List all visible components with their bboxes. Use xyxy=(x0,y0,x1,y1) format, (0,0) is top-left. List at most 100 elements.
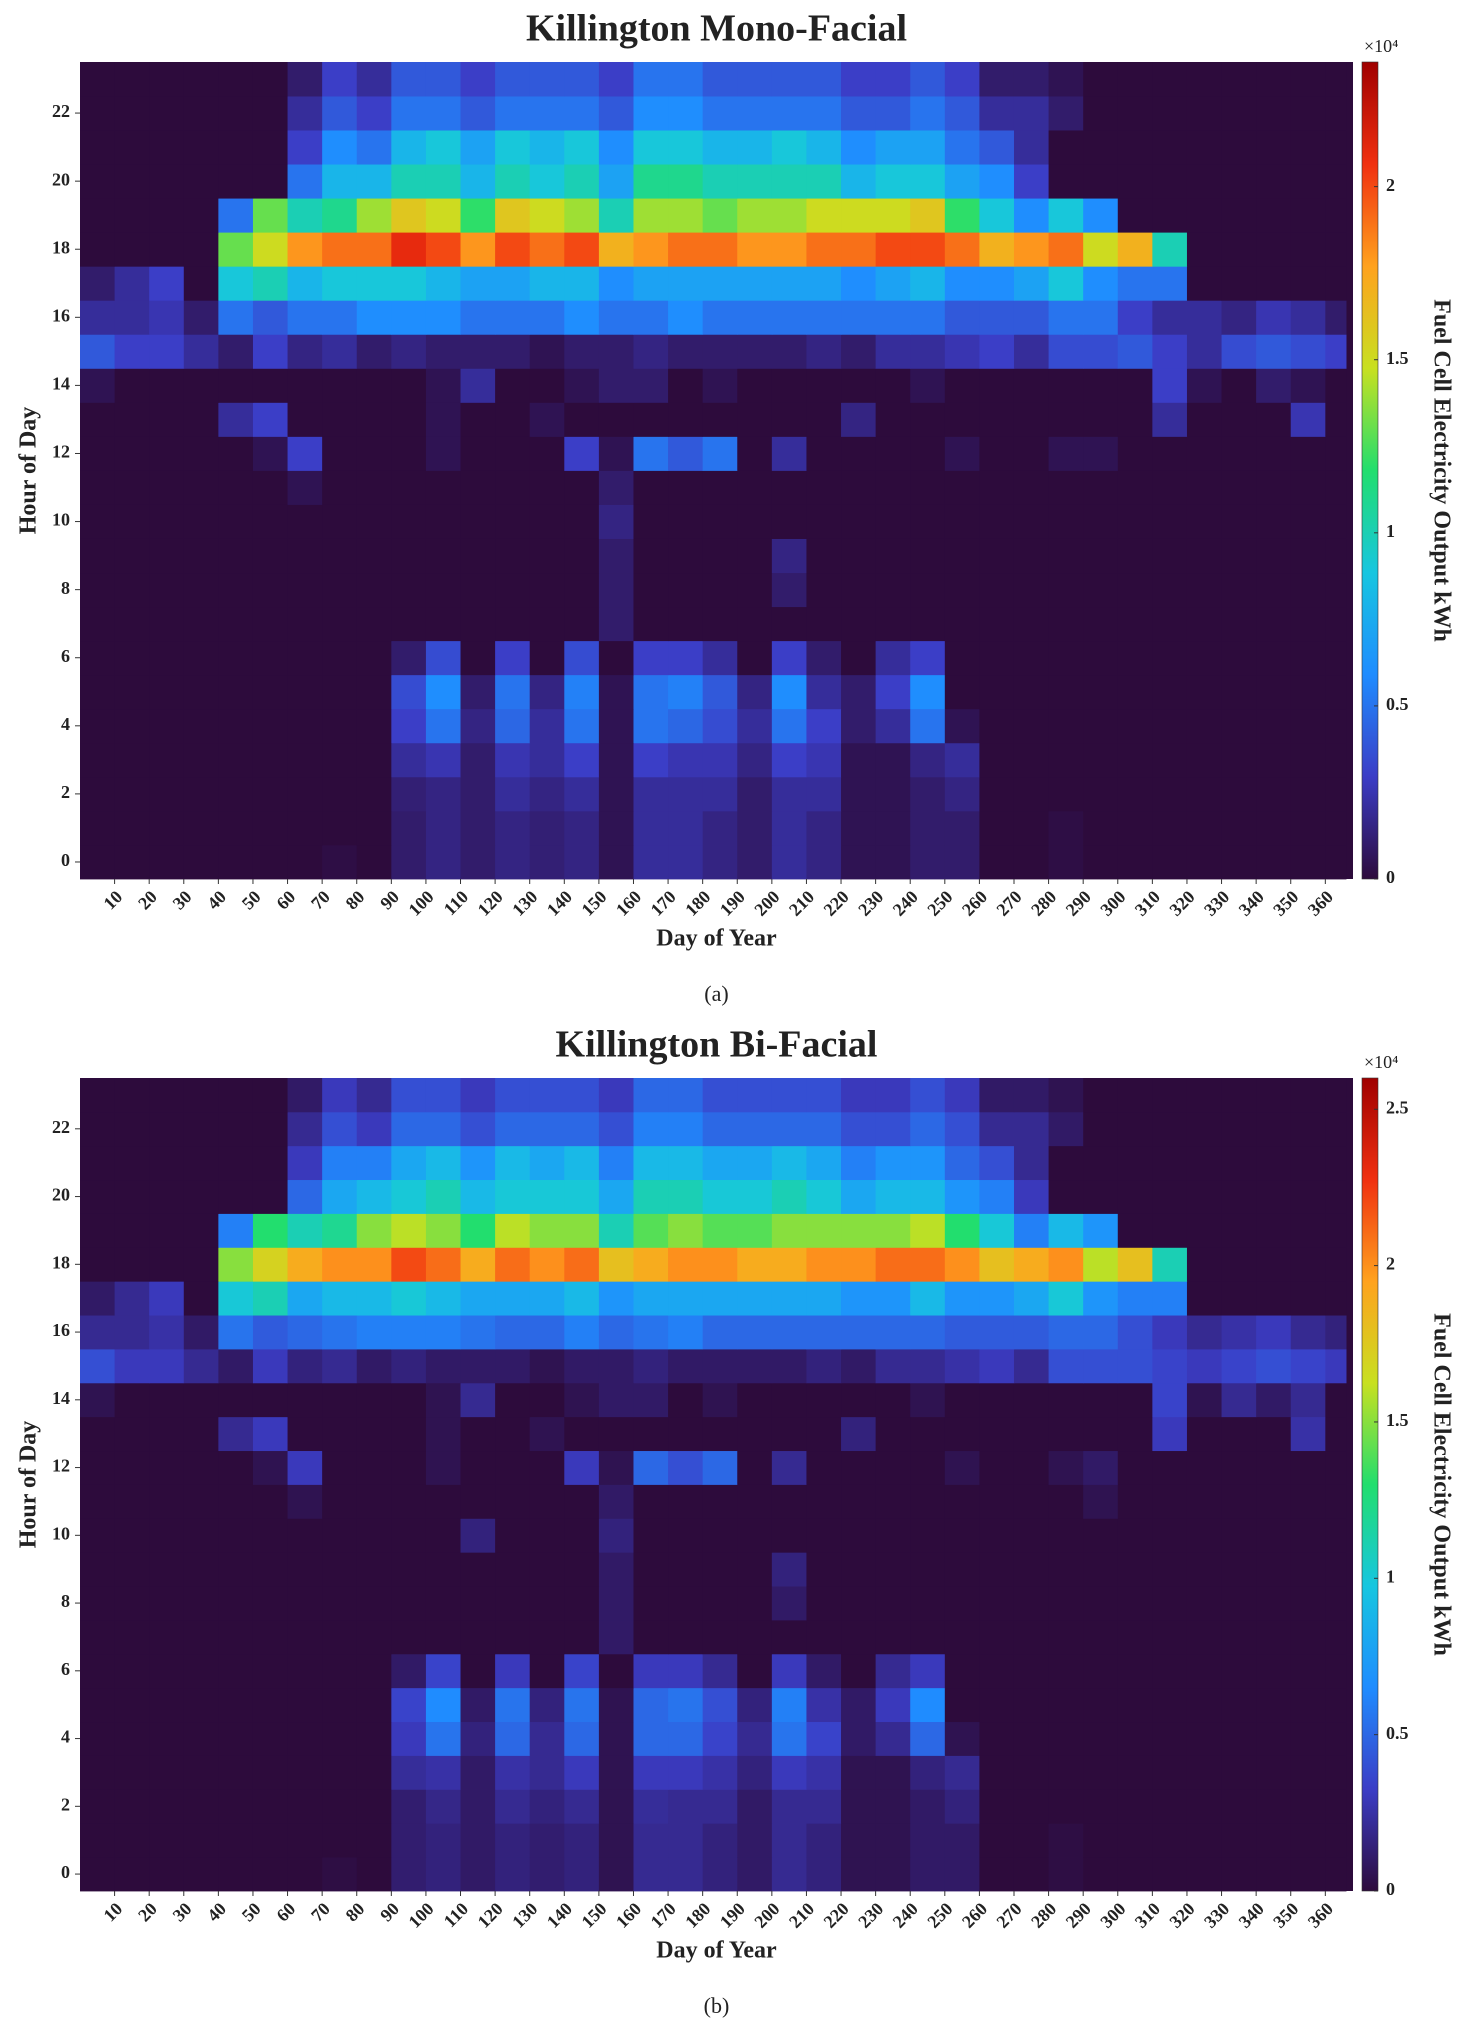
heat-cell xyxy=(1256,1823,1292,1858)
heat-cell xyxy=(252,1281,288,1316)
heat-cell xyxy=(979,742,1015,778)
heat-cell xyxy=(1186,810,1222,846)
heat-cell xyxy=(460,810,496,846)
heat-cell xyxy=(114,776,150,812)
heat-cell xyxy=(114,1382,150,1418)
heat-cell xyxy=(425,1078,461,1113)
heat-cell xyxy=(495,1315,531,1350)
x-axis-label: Day of Year xyxy=(656,1938,777,1964)
heat-cell xyxy=(633,1620,669,1655)
heat-cell xyxy=(1256,1484,1292,1519)
heat-cell xyxy=(702,1620,738,1655)
heat-cell xyxy=(1013,844,1049,880)
heat-cell xyxy=(771,1145,807,1181)
y-tick-label: 6 xyxy=(61,646,70,666)
heat-cell xyxy=(252,1179,288,1214)
heat-cell xyxy=(1290,96,1326,131)
heat-cell xyxy=(1083,1620,1119,1655)
heat-cell xyxy=(875,1145,911,1181)
heat-cell xyxy=(252,1484,288,1519)
heat-cell xyxy=(252,1518,288,1553)
heat-cell xyxy=(1152,640,1188,676)
heat-cell xyxy=(287,1416,323,1452)
heat-cell xyxy=(218,1281,254,1316)
heat-cell xyxy=(183,62,219,97)
colorbar-tick-label: 1.5 xyxy=(1386,1410,1409,1430)
heat-cell xyxy=(80,538,115,574)
heat-cell xyxy=(1325,742,1347,778)
heat-cell xyxy=(425,300,461,335)
heat-cell xyxy=(391,742,427,778)
heat-cell xyxy=(252,198,288,233)
heat-cell xyxy=(460,1721,496,1756)
heat-cell xyxy=(495,96,531,131)
heat-cell xyxy=(702,232,738,267)
heat-cell xyxy=(322,1349,358,1384)
heat-cell xyxy=(322,1247,358,1282)
heat-cell xyxy=(771,164,807,199)
heat-cell xyxy=(391,1552,427,1587)
heat-cell xyxy=(391,300,427,335)
heat-cell xyxy=(460,1857,496,1892)
heat-cell xyxy=(806,1416,842,1452)
heat-cell xyxy=(391,198,427,233)
heat-cell xyxy=(944,708,980,744)
y-tick-label: 8 xyxy=(61,578,70,598)
heat-cell xyxy=(944,742,980,778)
heat-cell xyxy=(875,232,911,267)
heat-cell xyxy=(1117,1620,1153,1655)
heat-cell xyxy=(495,334,531,369)
heat-cell xyxy=(322,266,358,301)
heat-cell xyxy=(322,300,358,335)
heat-cell xyxy=(944,1586,980,1621)
heat-cell xyxy=(1152,164,1188,199)
heat-cell xyxy=(252,1247,288,1282)
heat-cell xyxy=(944,1349,980,1384)
y-tick-label: 6 xyxy=(61,1659,70,1679)
heat-cell xyxy=(1325,776,1347,812)
heat-cell xyxy=(114,504,150,539)
heat-cell xyxy=(1013,266,1049,301)
heat-cell xyxy=(1083,470,1119,505)
heat-cell xyxy=(564,538,600,574)
heat-cell xyxy=(1117,1484,1153,1519)
heat-cell xyxy=(391,1789,427,1824)
heat-cell xyxy=(80,1111,115,1147)
heat-cell xyxy=(149,810,185,846)
heat-cell xyxy=(114,810,150,846)
heat-cell xyxy=(218,1484,254,1519)
heat-cell xyxy=(356,1213,392,1248)
heat-cell xyxy=(356,164,392,199)
heat-cell xyxy=(668,742,704,778)
heat-cell xyxy=(529,368,565,403)
heat-cell xyxy=(183,1111,219,1147)
heat-cell xyxy=(1152,198,1188,233)
heat-cell xyxy=(460,572,496,608)
heat-cell xyxy=(979,1552,1015,1587)
heat-cell xyxy=(425,1823,461,1858)
heat-cell xyxy=(149,1179,185,1214)
heat-cell xyxy=(322,606,358,642)
heat-cell xyxy=(218,1518,254,1553)
heat-cell xyxy=(875,742,911,778)
heat-cell xyxy=(356,674,392,710)
heat-cell xyxy=(1186,674,1222,710)
heat-cell xyxy=(356,300,392,335)
heat-cell xyxy=(1048,1450,1084,1485)
heat-cell xyxy=(1221,1687,1257,1723)
heat-cell xyxy=(1325,130,1347,165)
heat-cell xyxy=(529,62,565,97)
heat-cell xyxy=(875,1823,911,1858)
heat-cell xyxy=(1221,402,1257,437)
heat-cell xyxy=(979,300,1015,335)
heat-cell xyxy=(460,1382,496,1418)
heat-cell xyxy=(1048,62,1084,97)
heat-cell xyxy=(218,1315,254,1350)
heat-cell xyxy=(875,1450,911,1485)
heat-cell xyxy=(460,708,496,744)
heat-cell xyxy=(1083,198,1119,233)
heat-cell xyxy=(598,1755,634,1790)
heat-cell xyxy=(356,1857,392,1892)
heat-cell xyxy=(702,1213,738,1248)
heat-cell xyxy=(979,232,1015,267)
